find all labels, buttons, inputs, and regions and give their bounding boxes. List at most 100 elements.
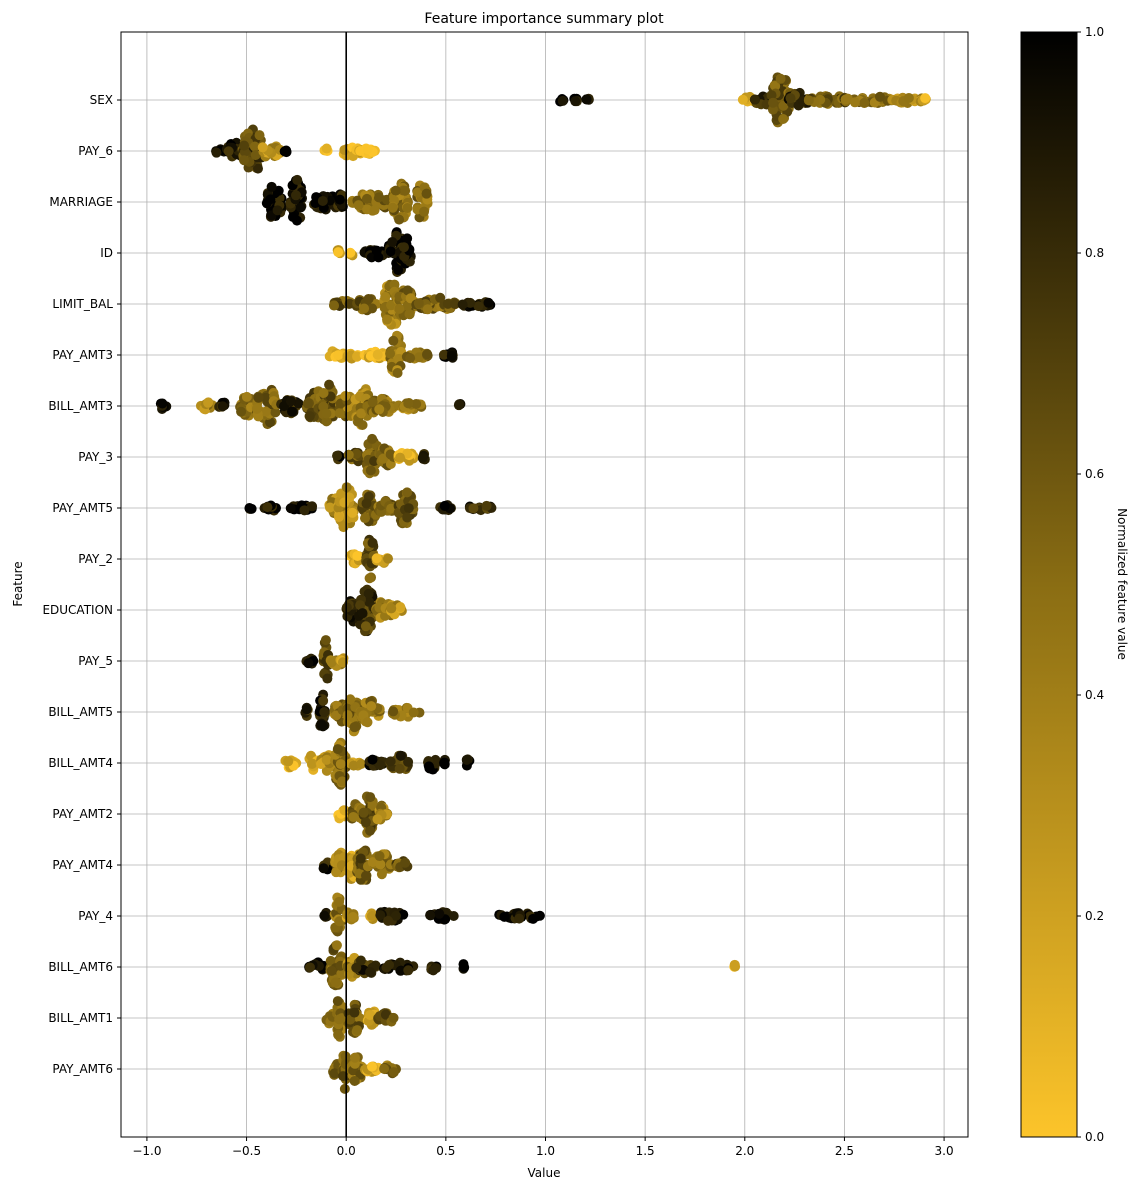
y-tick-label: BILL_AMT6 <box>48 960 113 974</box>
data-point <box>326 657 337 668</box>
data-point <box>403 965 414 976</box>
x-tick-label: 2.5 <box>835 1144 854 1158</box>
data-point <box>293 398 304 409</box>
data-point <box>403 503 414 514</box>
data-point <box>403 756 414 767</box>
data-point <box>386 300 397 311</box>
data-point <box>749 94 760 105</box>
y-tick-label: PAY_5 <box>78 654 113 668</box>
data-point <box>439 757 450 768</box>
data-point <box>403 398 414 409</box>
data-point <box>349 1007 360 1018</box>
data-point <box>360 621 371 632</box>
data-point <box>374 404 385 415</box>
data-point <box>874 91 885 102</box>
data-point <box>367 303 378 314</box>
data-point <box>365 1009 376 1020</box>
data-point <box>285 396 296 407</box>
data-point <box>373 192 384 203</box>
data-point <box>454 399 465 410</box>
data-point <box>383 553 394 564</box>
data-point <box>465 297 476 308</box>
data-point <box>322 673 333 684</box>
colorbar <box>1020 31 1078 1138</box>
data-point <box>361 498 372 509</box>
data-point <box>329 1068 340 1079</box>
y-axis-label: Feature <box>11 561 25 606</box>
data-point <box>421 188 432 199</box>
data-point <box>356 408 367 419</box>
data-point <box>369 456 380 467</box>
colorbar-tick-label: 0.8 <box>1085 246 1104 260</box>
y-tick-label: BILL_AMT1 <box>48 1011 113 1025</box>
y-tick-label: MARRIAGE <box>49 195 113 209</box>
data-point <box>446 351 457 362</box>
data-point <box>435 292 446 303</box>
x-tick-label: −1.0 <box>132 1144 161 1158</box>
feature-swarm <box>332 227 416 277</box>
data-point <box>392 368 403 379</box>
data-point <box>394 214 405 225</box>
data-point <box>239 155 250 166</box>
data-point <box>334 194 345 205</box>
data-point <box>292 174 303 185</box>
data-point <box>405 353 416 364</box>
data-point <box>272 205 283 216</box>
data-point <box>318 388 329 399</box>
data-point <box>412 187 423 198</box>
data-point <box>371 245 382 256</box>
data-point <box>428 965 439 976</box>
data-points <box>155 72 931 1094</box>
data-point <box>324 379 335 390</box>
data-point <box>417 453 428 464</box>
feature-swarm <box>324 330 458 379</box>
data-point <box>380 291 391 302</box>
data-point <box>283 756 294 767</box>
data-point <box>448 910 459 921</box>
data-point <box>499 911 510 922</box>
data-point <box>382 314 393 325</box>
y-tick-label: PAY_3 <box>78 450 113 464</box>
data-point <box>285 503 296 514</box>
data-point <box>768 97 779 108</box>
data-point <box>356 759 367 770</box>
data-point <box>223 146 234 157</box>
data-point <box>374 760 385 771</box>
data-point <box>318 695 329 706</box>
data-point <box>321 416 332 427</box>
data-point <box>367 800 378 811</box>
data-point <box>528 913 539 924</box>
data-point <box>343 449 354 460</box>
data-point <box>388 1012 399 1023</box>
data-point <box>361 870 372 881</box>
data-point <box>388 335 399 346</box>
data-point <box>334 408 345 419</box>
data-point <box>317 195 328 206</box>
data-point <box>385 348 396 359</box>
data-point <box>250 150 261 161</box>
y-tick-label: SEX <box>90 93 113 107</box>
data-point <box>375 910 386 921</box>
data-point <box>371 553 382 564</box>
data-point <box>361 193 372 204</box>
data-point <box>395 602 406 613</box>
y-tick-label: ID <box>100 246 113 260</box>
data-point <box>332 744 343 755</box>
data-point <box>217 401 228 412</box>
plot-frame <box>120 31 969 1138</box>
data-point <box>376 869 387 880</box>
data-point <box>334 896 345 907</box>
feature-swarm <box>304 940 741 991</box>
data-point <box>301 704 312 715</box>
data-point <box>252 163 263 174</box>
data-point <box>287 211 298 222</box>
data-point <box>367 396 378 407</box>
data-point <box>390 910 401 921</box>
data-point <box>333 512 344 523</box>
data-point <box>281 145 292 156</box>
y-tick-label: PAY_AMT4 <box>52 858 113 872</box>
data-point <box>157 398 168 409</box>
data-point <box>290 190 301 201</box>
data-point <box>335 759 346 770</box>
data-point <box>329 300 340 311</box>
